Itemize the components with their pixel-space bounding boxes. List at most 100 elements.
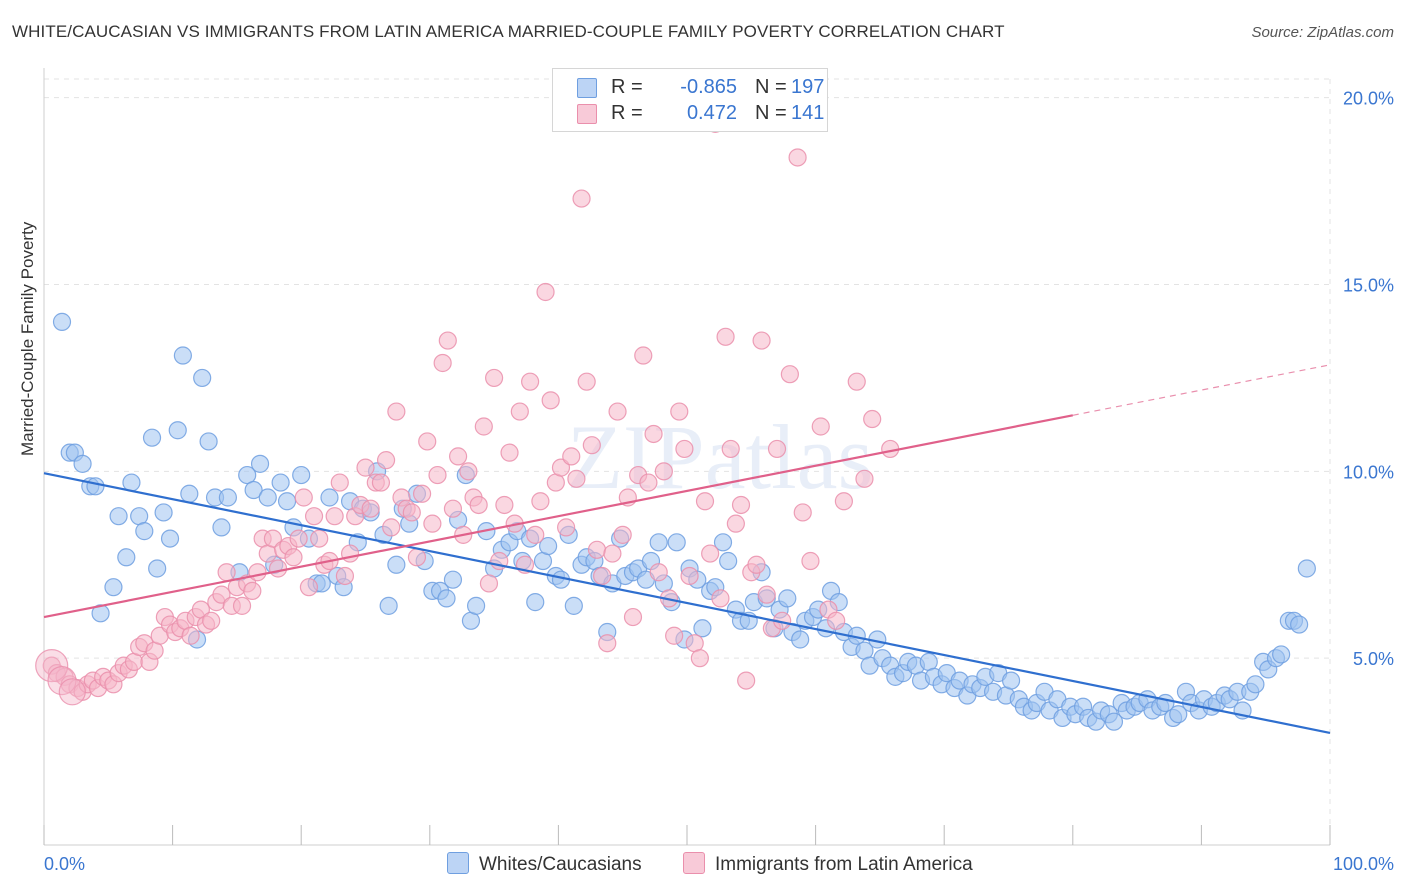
data-point — [582, 436, 601, 455]
data-point — [168, 421, 187, 440]
data-point — [731, 495, 751, 515]
data-point — [649, 563, 668, 582]
data-point — [387, 402, 406, 421]
data-point — [437, 589, 456, 608]
data-point — [217, 563, 236, 582]
data-point — [701, 544, 720, 563]
data-point — [716, 327, 735, 346]
data-point — [109, 507, 128, 526]
data-point — [562, 447, 581, 466]
data-point — [536, 282, 555, 302]
data-point — [268, 559, 288, 578]
data-point — [292, 465, 311, 485]
data-point — [202, 611, 221, 630]
data-point — [577, 372, 596, 391]
data-point — [567, 469, 586, 488]
data-point — [788, 148, 807, 167]
trend-lines — [43, 364, 1331, 734]
trend-line-latin-america — [43, 414, 1074, 619]
legend-swatch-blue — [577, 78, 597, 98]
data-point — [356, 458, 375, 477]
data-point — [466, 596, 486, 615]
data-point — [623, 607, 643, 627]
data-point — [670, 402, 689, 421]
data-point — [510, 402, 529, 421]
data-point — [485, 368, 504, 388]
legend-r-value: 0.472 — [686, 102, 737, 124]
correlation-legend: R = -0.865 N = 197 R = 0.472 N = 141 — [552, 68, 828, 132]
data-point — [1104, 712, 1124, 731]
data-point — [199, 432, 218, 451]
data-point — [160, 529, 180, 548]
data-point — [154, 503, 173, 522]
data-point — [811, 417, 830, 436]
data-point — [1001, 671, 1021, 690]
data-point — [412, 484, 432, 503]
data-point — [58, 678, 86, 706]
data-point — [47, 665, 77, 696]
data-point — [180, 484, 199, 503]
data-point — [173, 346, 192, 365]
data-point — [780, 365, 799, 384]
bottom-legend-label: Whites/Caucasians — [479, 854, 642, 875]
data-point — [649, 533, 668, 552]
data-point — [104, 578, 123, 597]
data-point — [726, 514, 745, 533]
series-whites-points — [52, 312, 1316, 731]
data-point — [713, 533, 733, 552]
data-point — [387, 555, 406, 574]
data-point — [382, 518, 401, 537]
data-point — [263, 529, 283, 548]
data-point — [340, 544, 360, 563]
data-point — [1297, 559, 1316, 578]
data-point — [289, 529, 308, 548]
data-point — [402, 503, 421, 522]
bottom-legend-swatch-blue — [447, 852, 469, 874]
data-point — [693, 619, 712, 638]
x-tick-label-min: 0.0% — [44, 854, 85, 874]
chart-title: WHITE/CAUCASIAN VS IMMIGRANTS FROM LATIN… — [12, 22, 1005, 41]
data-point — [613, 525, 632, 544]
data-point — [52, 312, 72, 331]
data-point — [181, 626, 200, 645]
data-point — [277, 492, 297, 511]
data-point — [418, 432, 437, 451]
y-axis-label: Married-Couple Family Poverty — [18, 221, 37, 456]
data-point — [122, 473, 141, 492]
bottom-legend-swatch-pink — [683, 852, 705, 874]
legend-n-value: 197 — [791, 76, 825, 98]
data-point — [325, 507, 344, 526]
data-point — [469, 495, 488, 515]
data-point — [474, 417, 493, 436]
trend-line-latin-america-extension — [1072, 364, 1331, 416]
data-point — [407, 548, 427, 567]
data-point — [91, 604, 110, 623]
data-point — [135, 522, 154, 541]
data-point — [695, 492, 715, 511]
data-point — [541, 391, 560, 410]
data-point — [320, 488, 339, 507]
data-point — [218, 488, 237, 507]
data-point — [495, 495, 514, 515]
data-point — [448, 447, 468, 466]
legend-n-label: N = — [755, 102, 787, 124]
y-tick-label: 15.0% — [1343, 276, 1394, 296]
data-point — [587, 540, 607, 559]
data-point — [117, 548, 136, 567]
data-point — [212, 585, 231, 604]
data-point — [863, 409, 882, 429]
data-point — [271, 473, 290, 492]
data-point — [304, 507, 324, 526]
data-point — [244, 480, 263, 500]
data-point — [654, 462, 673, 481]
data-point — [593, 566, 612, 586]
bottom-legend-whites: Whites/Caucasians — [447, 852, 642, 876]
data-point — [376, 451, 396, 470]
data-point — [680, 566, 699, 586]
data-point — [847, 372, 866, 391]
data-point — [827, 611, 846, 630]
data-point — [238, 465, 257, 485]
data-point — [500, 443, 519, 462]
data-point — [752, 331, 771, 350]
data-point — [459, 462, 478, 481]
